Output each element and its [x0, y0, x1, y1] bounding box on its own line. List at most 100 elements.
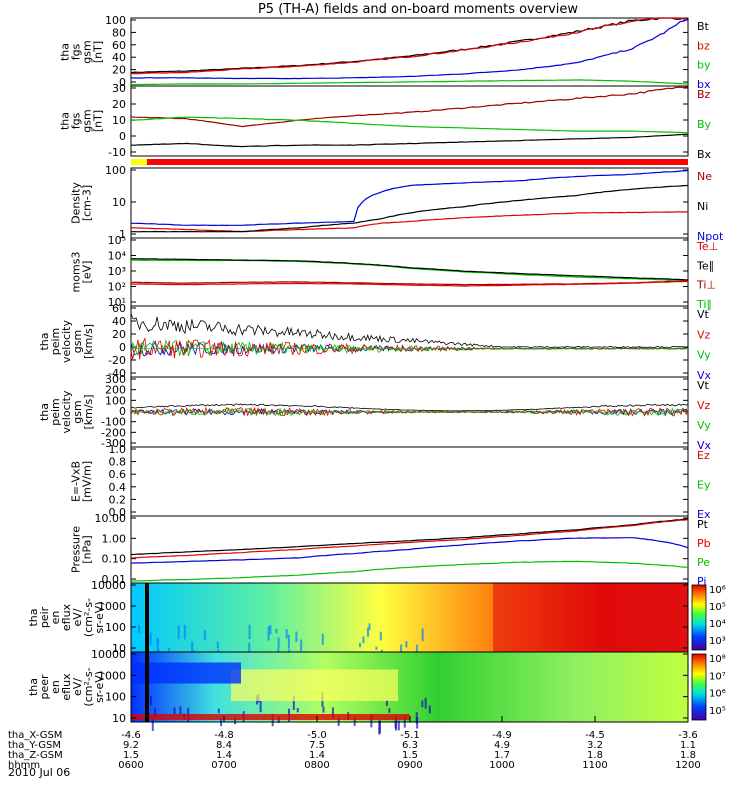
- legend-Te∥: Te∥: [696, 259, 714, 272]
- series-Te⊥: [130, 280, 689, 287]
- y-tick-label: 20: [112, 328, 126, 341]
- spectrogram-cell: [397, 720, 400, 731]
- spectrogram-cell: [400, 644, 403, 653]
- x-row-value: 1.8: [680, 750, 696, 761]
- spectrogram-band: [231, 669, 399, 701]
- y-tick-label: 80: [112, 26, 126, 39]
- y-axis-label-line: tha: [59, 43, 72, 61]
- y-tick-label: 200: [105, 384, 126, 397]
- y-tick-label: 1000: [98, 600, 126, 613]
- y-tick-label: 10000: [91, 648, 126, 661]
- legend-Ti∥: Ti∥: [696, 298, 712, 311]
- y-tick-label: 10³: [108, 265, 126, 278]
- x-row-value: 4.9: [494, 740, 510, 751]
- legend-Vz: Vz: [697, 328, 711, 341]
- y-axis-label-line: [eV]: [81, 261, 94, 284]
- legend-Vt: Vt: [697, 308, 710, 321]
- y-tick-label: 10¹: [108, 296, 126, 309]
- series-Te∥: [130, 258, 689, 281]
- x-row-value: 9.2: [123, 740, 139, 751]
- colorbar-tick-label: 10⁸: [709, 654, 726, 665]
- spectrogram-cell: [368, 623, 371, 630]
- figure-title: P5 (TH-A) fields and on-board moments ov…: [258, 2, 578, 17]
- y-axis-label-line: tha: [59, 112, 72, 130]
- spectrogram-cell: [415, 644, 418, 655]
- legend-Te⊥: Te⊥: [696, 240, 718, 253]
- spectrogram-cell: [177, 625, 180, 640]
- y-axis-label-line: Pressure: [70, 526, 83, 573]
- spectrogram-cell: [295, 631, 298, 642]
- y-axis-label-line: peir: [38, 606, 51, 628]
- legend-Vt: Vt: [697, 379, 710, 392]
- y-axis-label-line: peim: [49, 398, 62, 426]
- colorbar: 10⁶ 10⁵ 10⁴ 10³: [691, 584, 726, 651]
- colorbar-bar: [691, 584, 707, 651]
- x-row-value: 1.7: [494, 750, 510, 761]
- x-row-value: 1.4: [309, 750, 325, 761]
- y-tick-label: 1000: [98, 669, 126, 682]
- y-axis-label-line: peer: [38, 674, 51, 700]
- spectrogram-cell: [362, 636, 365, 644]
- legend-Bt: Bt: [697, 20, 710, 33]
- y-tick-label: 10⁵: [108, 234, 126, 247]
- colorbar-bar: [691, 653, 707, 721]
- legend-By: By: [697, 118, 712, 131]
- y-tick-label: 0: [119, 405, 126, 418]
- y-axis-label: Density[cm-3]: [70, 182, 94, 224]
- y-axis-label-line: gsm: [71, 400, 84, 423]
- y-axis-label-line: [nPa]: [81, 535, 94, 563]
- spectrogram-cell: [321, 633, 324, 645]
- y-tick-label: 0.01: [102, 573, 127, 586]
- series-Pb: [130, 519, 689, 559]
- x-row-value: 0800: [304, 760, 329, 771]
- spectrogram-cell: [216, 641, 219, 649]
- spectrogram-cell: [285, 629, 288, 639]
- y-tick-label: 0: [119, 341, 126, 354]
- y-axis-label-line: eV/: [71, 678, 84, 696]
- legend-Pi: Pi: [697, 575, 706, 588]
- y-axis-label-line: fgs: [70, 43, 83, 60]
- y-axis-label-line: fgs: [70, 112, 83, 129]
- y-tick-label: 0.6: [109, 468, 127, 481]
- spectrogram-cell: [259, 700, 262, 713]
- colorbar-tick-label: 10⁵: [709, 602, 726, 613]
- series-Bx: [131, 133, 689, 148]
- x-row-value: -5.0: [307, 730, 327, 741]
- x-row-value: 1.4: [216, 750, 232, 761]
- legend-Vx: Vx: [697, 369, 712, 382]
- x-row-label: tha_X-GSM: [8, 730, 62, 741]
- y-tick-label: 10: [112, 114, 126, 127]
- x-row-value: -4.6: [121, 730, 141, 741]
- spectrogram-cell: [271, 714, 274, 727]
- y-axis-label-line: [cm-3]: [81, 185, 94, 221]
- y-tick-label: -10: [108, 146, 126, 159]
- y-tick-label: 100: [105, 14, 126, 27]
- y-axis-label-line: [km/s]: [82, 394, 95, 429]
- spectrogram-cell: [375, 646, 378, 650]
- y-tick-label: 100: [105, 394, 126, 407]
- legend-by: by: [697, 59, 711, 72]
- y-axis-label-line: eflux: [60, 673, 73, 701]
- spectrogram-cell: [234, 718, 237, 725]
- y-tick-label: 300: [105, 373, 126, 386]
- panel-pressure: 10.00 1.00 0.10 0.01 Pressure[nPa] Pt Pb Pe Pi: [70, 512, 711, 588]
- y-axis-label-line: velocity: [60, 390, 73, 433]
- y-axis-label-line: [km/s]: [82, 324, 95, 359]
- status-segment-yellow: [131, 159, 147, 165]
- x-row-value: 1000: [489, 760, 514, 771]
- panel-moms_temp: 10⁵ 10⁴ 10³ 10² 10¹ moms3[eV] Te⊥ Te∥ Ti⊥ Ti∥: [70, 234, 719, 311]
- y-tick-label: 100: [105, 691, 126, 704]
- legend-Npot: Npot: [697, 230, 724, 243]
- spectrogram-cell: [203, 630, 206, 640]
- y-tick-label: 1.0: [109, 443, 127, 456]
- legend-Vy: Vy: [697, 419, 711, 432]
- spectrogram-cell: [331, 707, 334, 719]
- legend-Ez: Ez: [697, 449, 710, 462]
- spectrogram-cell: [248, 624, 251, 640]
- spectrogram-cell: [149, 632, 152, 645]
- y-axis-label-line: sr-eV): [93, 601, 106, 633]
